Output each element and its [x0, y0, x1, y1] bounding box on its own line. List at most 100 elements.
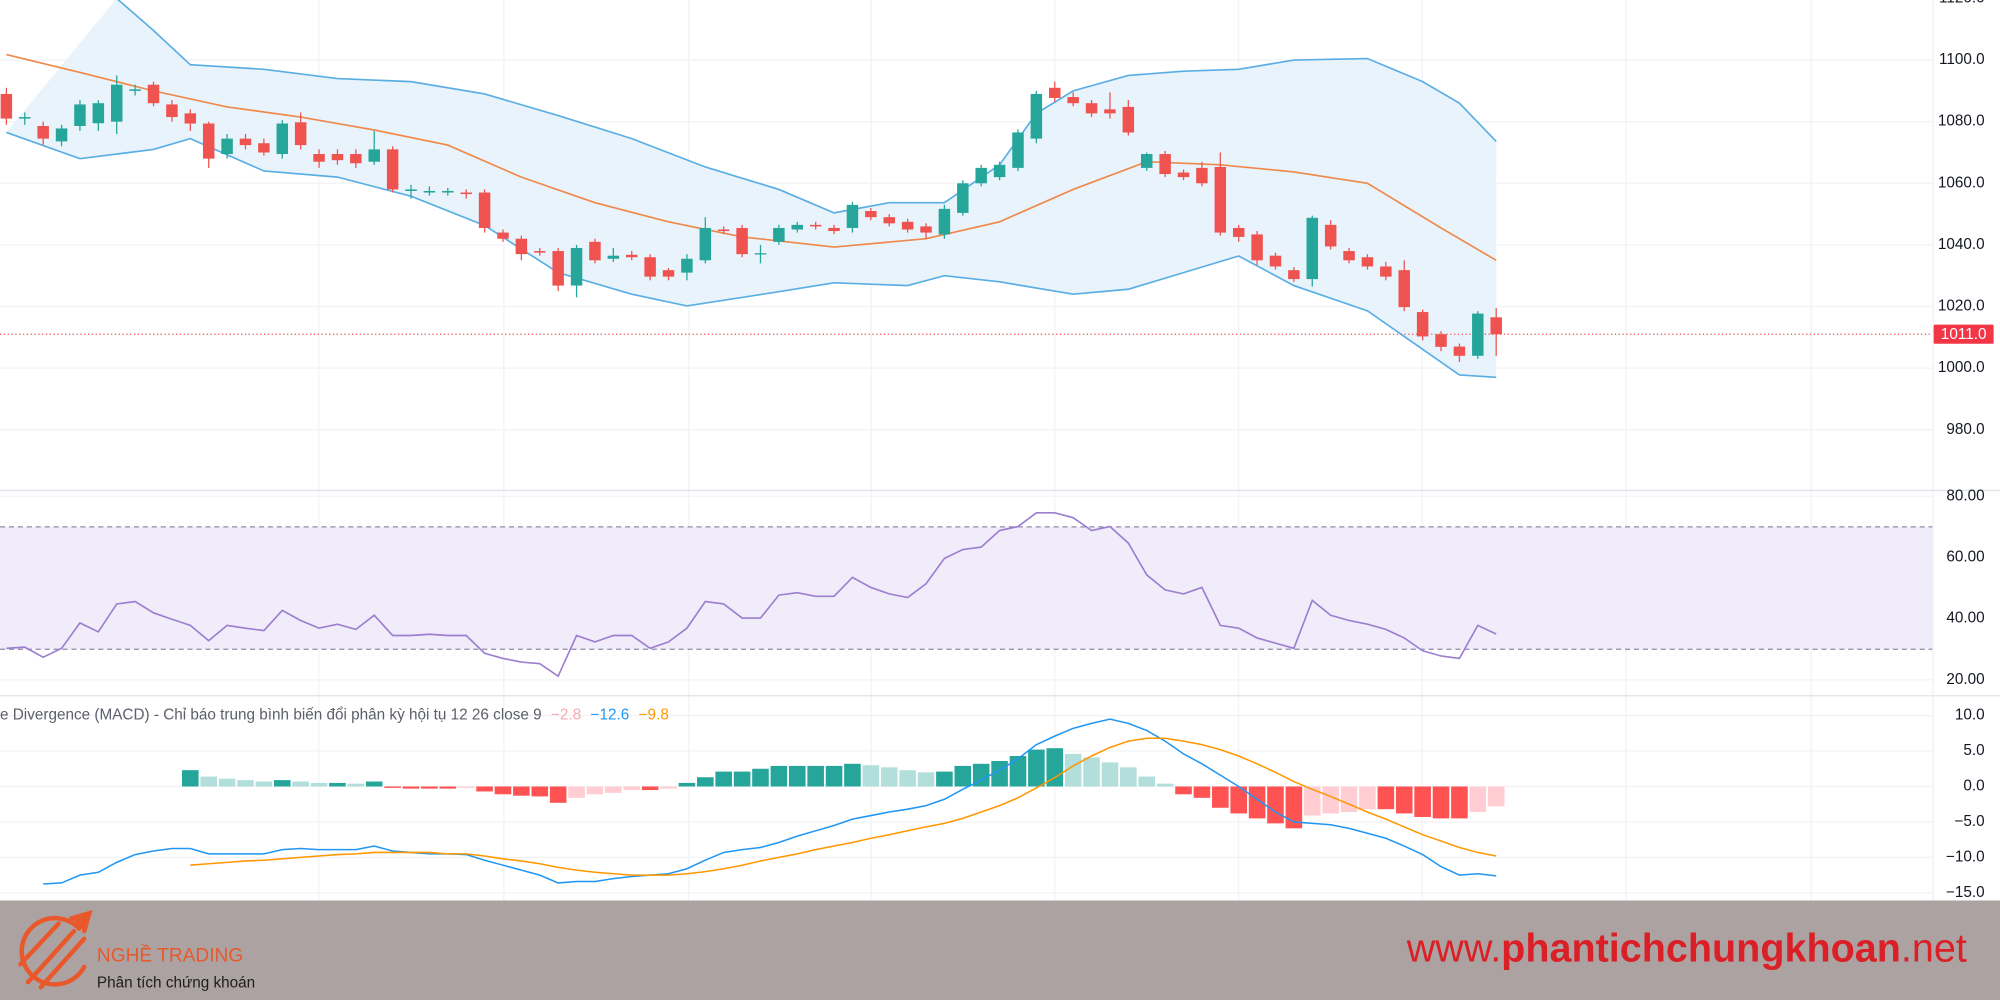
y-tick-label: 1000.0 — [1938, 359, 1985, 376]
histogram-bar — [1064, 753, 1082, 787]
candle-body — [901, 221, 914, 230]
candle-body — [405, 189, 417, 191]
candle-body — [1104, 109, 1116, 114]
legend-value: −9.8 — [639, 707, 669, 724]
candle-body — [331, 154, 344, 161]
histogram-bar — [752, 768, 769, 787]
candle-body — [1435, 334, 1447, 347]
histogram-bar — [697, 777, 714, 787]
histogram-bar — [549, 786, 567, 803]
candle-body — [865, 211, 877, 218]
legend-value: −12.6 — [591, 707, 630, 724]
candle-body — [55, 128, 68, 142]
histogram-bar — [954, 765, 972, 787]
candle-body — [1361, 257, 1374, 267]
candle-body — [975, 167, 987, 184]
url-prefix: www. — [1406, 927, 1501, 971]
candle-body — [1306, 217, 1319, 280]
histogram-bar — [715, 771, 732, 787]
candle-body — [1343, 251, 1355, 261]
candle-body — [423, 190, 436, 193]
histogram-bar — [1469, 786, 1487, 813]
footer: NGHỀ TRADING Phân tích chứng khoán www.p… — [0, 900, 2000, 1000]
y-tick-label: −15.0 — [1946, 884, 1985, 901]
website: www.phantichchungkhoan.net — [1406, 927, 1967, 971]
histogram-bar — [237, 780, 254, 787]
macd-legend: e Divergence (MACD) - Chỉ báo trung bình… — [0, 707, 669, 724]
candle-body — [791, 224, 804, 230]
candle-body — [534, 251, 546, 253]
candle-body — [1159, 154, 1171, 175]
y-tick-label: 1100.0 — [1939, 51, 1985, 68]
y-tick-label: 1040.0 — [1938, 236, 1985, 253]
histogram-bar — [1212, 786, 1229, 808]
candle-body — [147, 84, 160, 104]
histogram-bar — [641, 786, 659, 791]
histogram-bar — [788, 765, 806, 787]
candle-body — [754, 253, 767, 255]
histogram-bar — [255, 781, 273, 787]
y-tick-label: 1020.0 — [1938, 298, 1985, 315]
candle-body — [1269, 255, 1282, 267]
histogram-bar — [329, 782, 346, 787]
histogram-bar — [1193, 786, 1211, 798]
macd-line — [190, 737, 1497, 876]
level-band — [0, 526, 1933, 650]
histogram-bar — [531, 786, 549, 797]
histogram-bar — [1267, 786, 1284, 824]
histogram-bar — [457, 786, 475, 788]
histogram-bar — [880, 767, 898, 787]
candle-body — [607, 255, 620, 259]
candle-body — [37, 125, 49, 139]
candle-body — [110, 84, 123, 122]
histogram-bar — [733, 771, 751, 787]
axes: 1120.0 1100.0 1080.0 1060.0 1040.0 1020.0 1000… — [1933, 0, 1994, 901]
histogram-bar — [605, 786, 622, 793]
histogram-bar — [365, 781, 383, 787]
candle-body — [1030, 93, 1043, 139]
histogram-bar — [1303, 786, 1321, 816]
y-tick-label: 0.0 — [1963, 778, 1984, 795]
url-suffix: .net — [1901, 927, 1967, 971]
histogram-bar — [899, 770, 916, 787]
histogram-bar — [678, 782, 696, 787]
last-price-label: 1011.0 — [1941, 326, 1987, 343]
footer-band — [0, 900, 2000, 1000]
candle-body — [883, 217, 895, 224]
candle-body — [1067, 97, 1079, 104]
histogram-bar — [1138, 776, 1156, 787]
histogram-bar — [1028, 749, 1045, 787]
histogram-bar — [807, 765, 824, 787]
legend-value: −2.8 — [551, 707, 581, 724]
candle-body — [276, 123, 289, 155]
histogram-bar — [1359, 786, 1376, 810]
histogram-bar — [1230, 786, 1247, 814]
y-tick-label: 80.00 — [1946, 487, 1984, 504]
candle-body — [166, 104, 178, 118]
histogram-bar — [844, 763, 861, 787]
brand: NGHỀ TRADING — [97, 945, 243, 967]
candle-body — [681, 258, 693, 273]
histogram-bar — [862, 765, 880, 787]
candle-body — [1288, 270, 1300, 280]
candle-body — [773, 227, 785, 242]
histogram-bar — [568, 786, 585, 798]
histogram-bar — [513, 786, 530, 796]
tagline: Phân tích chứng khoán — [97, 974, 255, 991]
histogram-bar — [200, 776, 217, 787]
candle-body — [1196, 167, 1208, 184]
histogram-bar — [292, 781, 309, 787]
histogram-bar — [1156, 783, 1174, 787]
histogram-bar — [1101, 762, 1119, 787]
price-pane — [0, 0, 1933, 431]
macd-line — [43, 718, 1497, 885]
candle-body — [625, 254, 638, 258]
candle-body — [717, 229, 730, 232]
histogram-bar — [1340, 786, 1358, 813]
histogram-bar — [972, 763, 990, 787]
candle-body — [1490, 317, 1502, 335]
candle-body — [1398, 270, 1410, 308]
histogram-bar — [1120, 767, 1137, 787]
